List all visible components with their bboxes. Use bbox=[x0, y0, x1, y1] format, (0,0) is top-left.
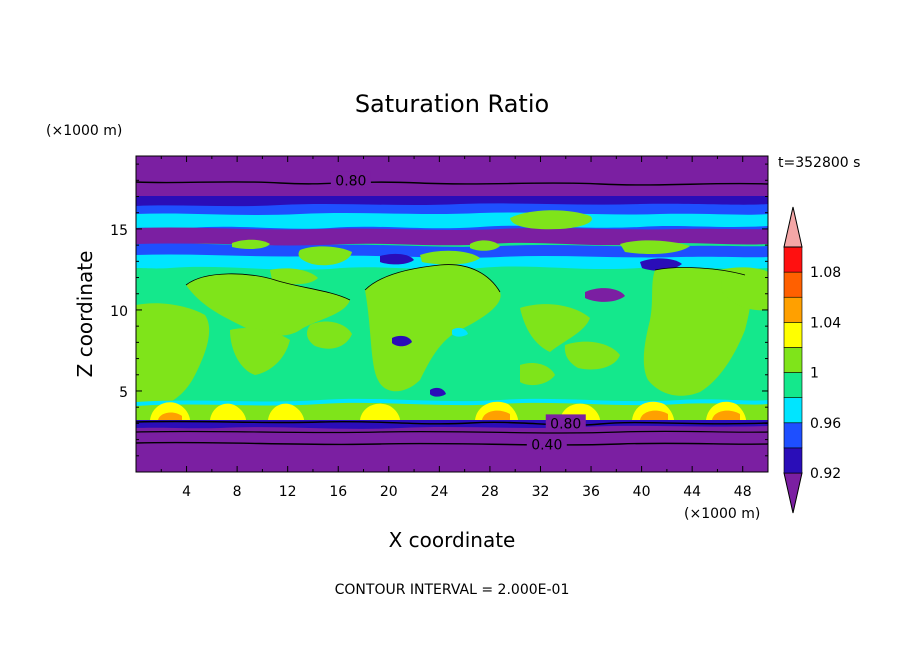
contour-label-bg bbox=[330, 171, 371, 188]
colorbar-segment bbox=[783, 372, 803, 398]
x-tick-label: 48 bbox=[734, 484, 752, 500]
bump-3 bbox=[268, 403, 304, 420]
contour-cloud-edges bbox=[185, 264, 746, 301]
lime-patch-upper-7 bbox=[420, 250, 480, 265]
blue-dot-2 bbox=[430, 387, 446, 397]
colorbar-label: 1 bbox=[810, 366, 819, 382]
x-tick-label: 4 bbox=[182, 484, 191, 500]
bump-4 bbox=[360, 403, 400, 420]
lime-cloud-9 bbox=[307, 321, 352, 349]
contour-labels: 0.80 0.80 0.40 bbox=[330, 171, 586, 453]
colorbar-segment bbox=[783, 271, 803, 298]
x-axis-ticks: 4 8 12 16 20 24 28 32 36 40 44 48 bbox=[160, 156, 752, 500]
contour-040-lower bbox=[136, 441, 768, 446]
lime-cloud-7 bbox=[564, 341, 620, 370]
saturation-field bbox=[136, 156, 768, 472]
x-tick-label: 36 bbox=[582, 484, 600, 500]
blue-blob-1 bbox=[380, 253, 414, 265]
bump-core-1 bbox=[158, 412, 182, 420]
bump-2 bbox=[210, 403, 246, 420]
colorbar-segment bbox=[783, 296, 803, 323]
contour-label: 0.80 bbox=[550, 416, 581, 432]
x-tick-label: 8 bbox=[233, 484, 242, 500]
colorbar-label: 0.96 bbox=[810, 416, 841, 432]
colorbar-label: 1.08 bbox=[810, 265, 841, 281]
y-tick-label: 10 bbox=[110, 304, 128, 320]
colorbar-label: 0.92 bbox=[810, 466, 841, 482]
lower-purple-band bbox=[136, 420, 768, 472]
x-tick-label: 24 bbox=[430, 484, 448, 500]
x-tick-label: 28 bbox=[481, 484, 499, 500]
cyan-dot-1 bbox=[452, 327, 468, 337]
tropopause-cyan bbox=[136, 212, 768, 229]
time-label: t=352800 s bbox=[778, 155, 860, 171]
colorbar-over-arrow bbox=[783, 206, 803, 248]
colorbar-label: 1.04 bbox=[810, 315, 841, 331]
lime-patch-upper-6 bbox=[270, 268, 318, 285]
bump-core-3 bbox=[640, 410, 668, 420]
plot-frame bbox=[135, 155, 769, 473]
lime-cloud-6 bbox=[230, 328, 290, 375]
lime-cloud-1 bbox=[186, 273, 350, 336]
lime-cloud-5 bbox=[643, 267, 751, 396]
y-tick-label: 5 bbox=[119, 385, 128, 401]
contour-060-lower bbox=[136, 430, 768, 434]
lime-patch-upper-4 bbox=[470, 240, 500, 251]
lime-cloud-2 bbox=[136, 303, 210, 410]
lime-cloud-8 bbox=[520, 363, 555, 386]
upper-stratosphere-band bbox=[136, 156, 768, 196]
contour-label-bg bbox=[545, 414, 586, 431]
x-tick-label: 12 bbox=[279, 484, 297, 500]
x-tick-label: 20 bbox=[380, 484, 398, 500]
lime-patch-upper-5 bbox=[620, 240, 690, 254]
colorbar-segment bbox=[783, 246, 803, 273]
lime-cloud-3 bbox=[365, 264, 501, 392]
x-tick-label: 44 bbox=[683, 484, 701, 500]
bump-core-4 bbox=[712, 410, 740, 420]
colorbar-under-arrow bbox=[783, 472, 803, 514]
colorbar: 0.92 0.96 1 1.04 1.08 bbox=[783, 206, 841, 514]
contour-label: 0.40 bbox=[531, 437, 562, 453]
lime-patch-upper-3 bbox=[298, 246, 352, 266]
y-axis-ticks: 5 10 15 bbox=[110, 163, 768, 457]
contour-interval-note: CONTOUR INTERVAL = 2.000E-01 bbox=[335, 582, 570, 598]
blue-dot-1 bbox=[392, 335, 412, 347]
y-tick-label: 15 bbox=[110, 223, 128, 239]
contour-upper bbox=[136, 181, 768, 186]
lime-cloud-4 bbox=[520, 304, 590, 352]
y-axis-label: Z coordinate bbox=[73, 251, 97, 378]
x-tick-label: 32 bbox=[532, 484, 550, 500]
colorbar-segment bbox=[783, 347, 803, 373]
colorbar-segment bbox=[783, 447, 803, 474]
lime-cloud-10 bbox=[720, 267, 768, 311]
purple-blob-1 bbox=[585, 288, 625, 302]
contour-label: 0.80 bbox=[335, 173, 366, 189]
lime-patch-upper-1 bbox=[510, 210, 592, 230]
contour-080-lower bbox=[136, 420, 768, 426]
colorbar-segment bbox=[783, 397, 803, 424]
x-tick-label: 16 bbox=[329, 484, 347, 500]
upper-purple-band bbox=[136, 227, 768, 246]
colorbar-segment bbox=[783, 422, 803, 449]
lime-patch-upper-2 bbox=[232, 239, 270, 249]
contour-label-bg bbox=[526, 435, 567, 452]
y-axis-unit: (×1000 m) bbox=[46, 123, 122, 139]
x-axis-label: X coordinate bbox=[389, 528, 516, 552]
bump-core-2 bbox=[482, 410, 510, 420]
chart-title: Saturation Ratio bbox=[355, 90, 549, 118]
colorbar-segment bbox=[783, 322, 803, 348]
x-axis-unit: (×1000 m) bbox=[684, 506, 760, 522]
x-tick-label: 40 bbox=[633, 484, 651, 500]
